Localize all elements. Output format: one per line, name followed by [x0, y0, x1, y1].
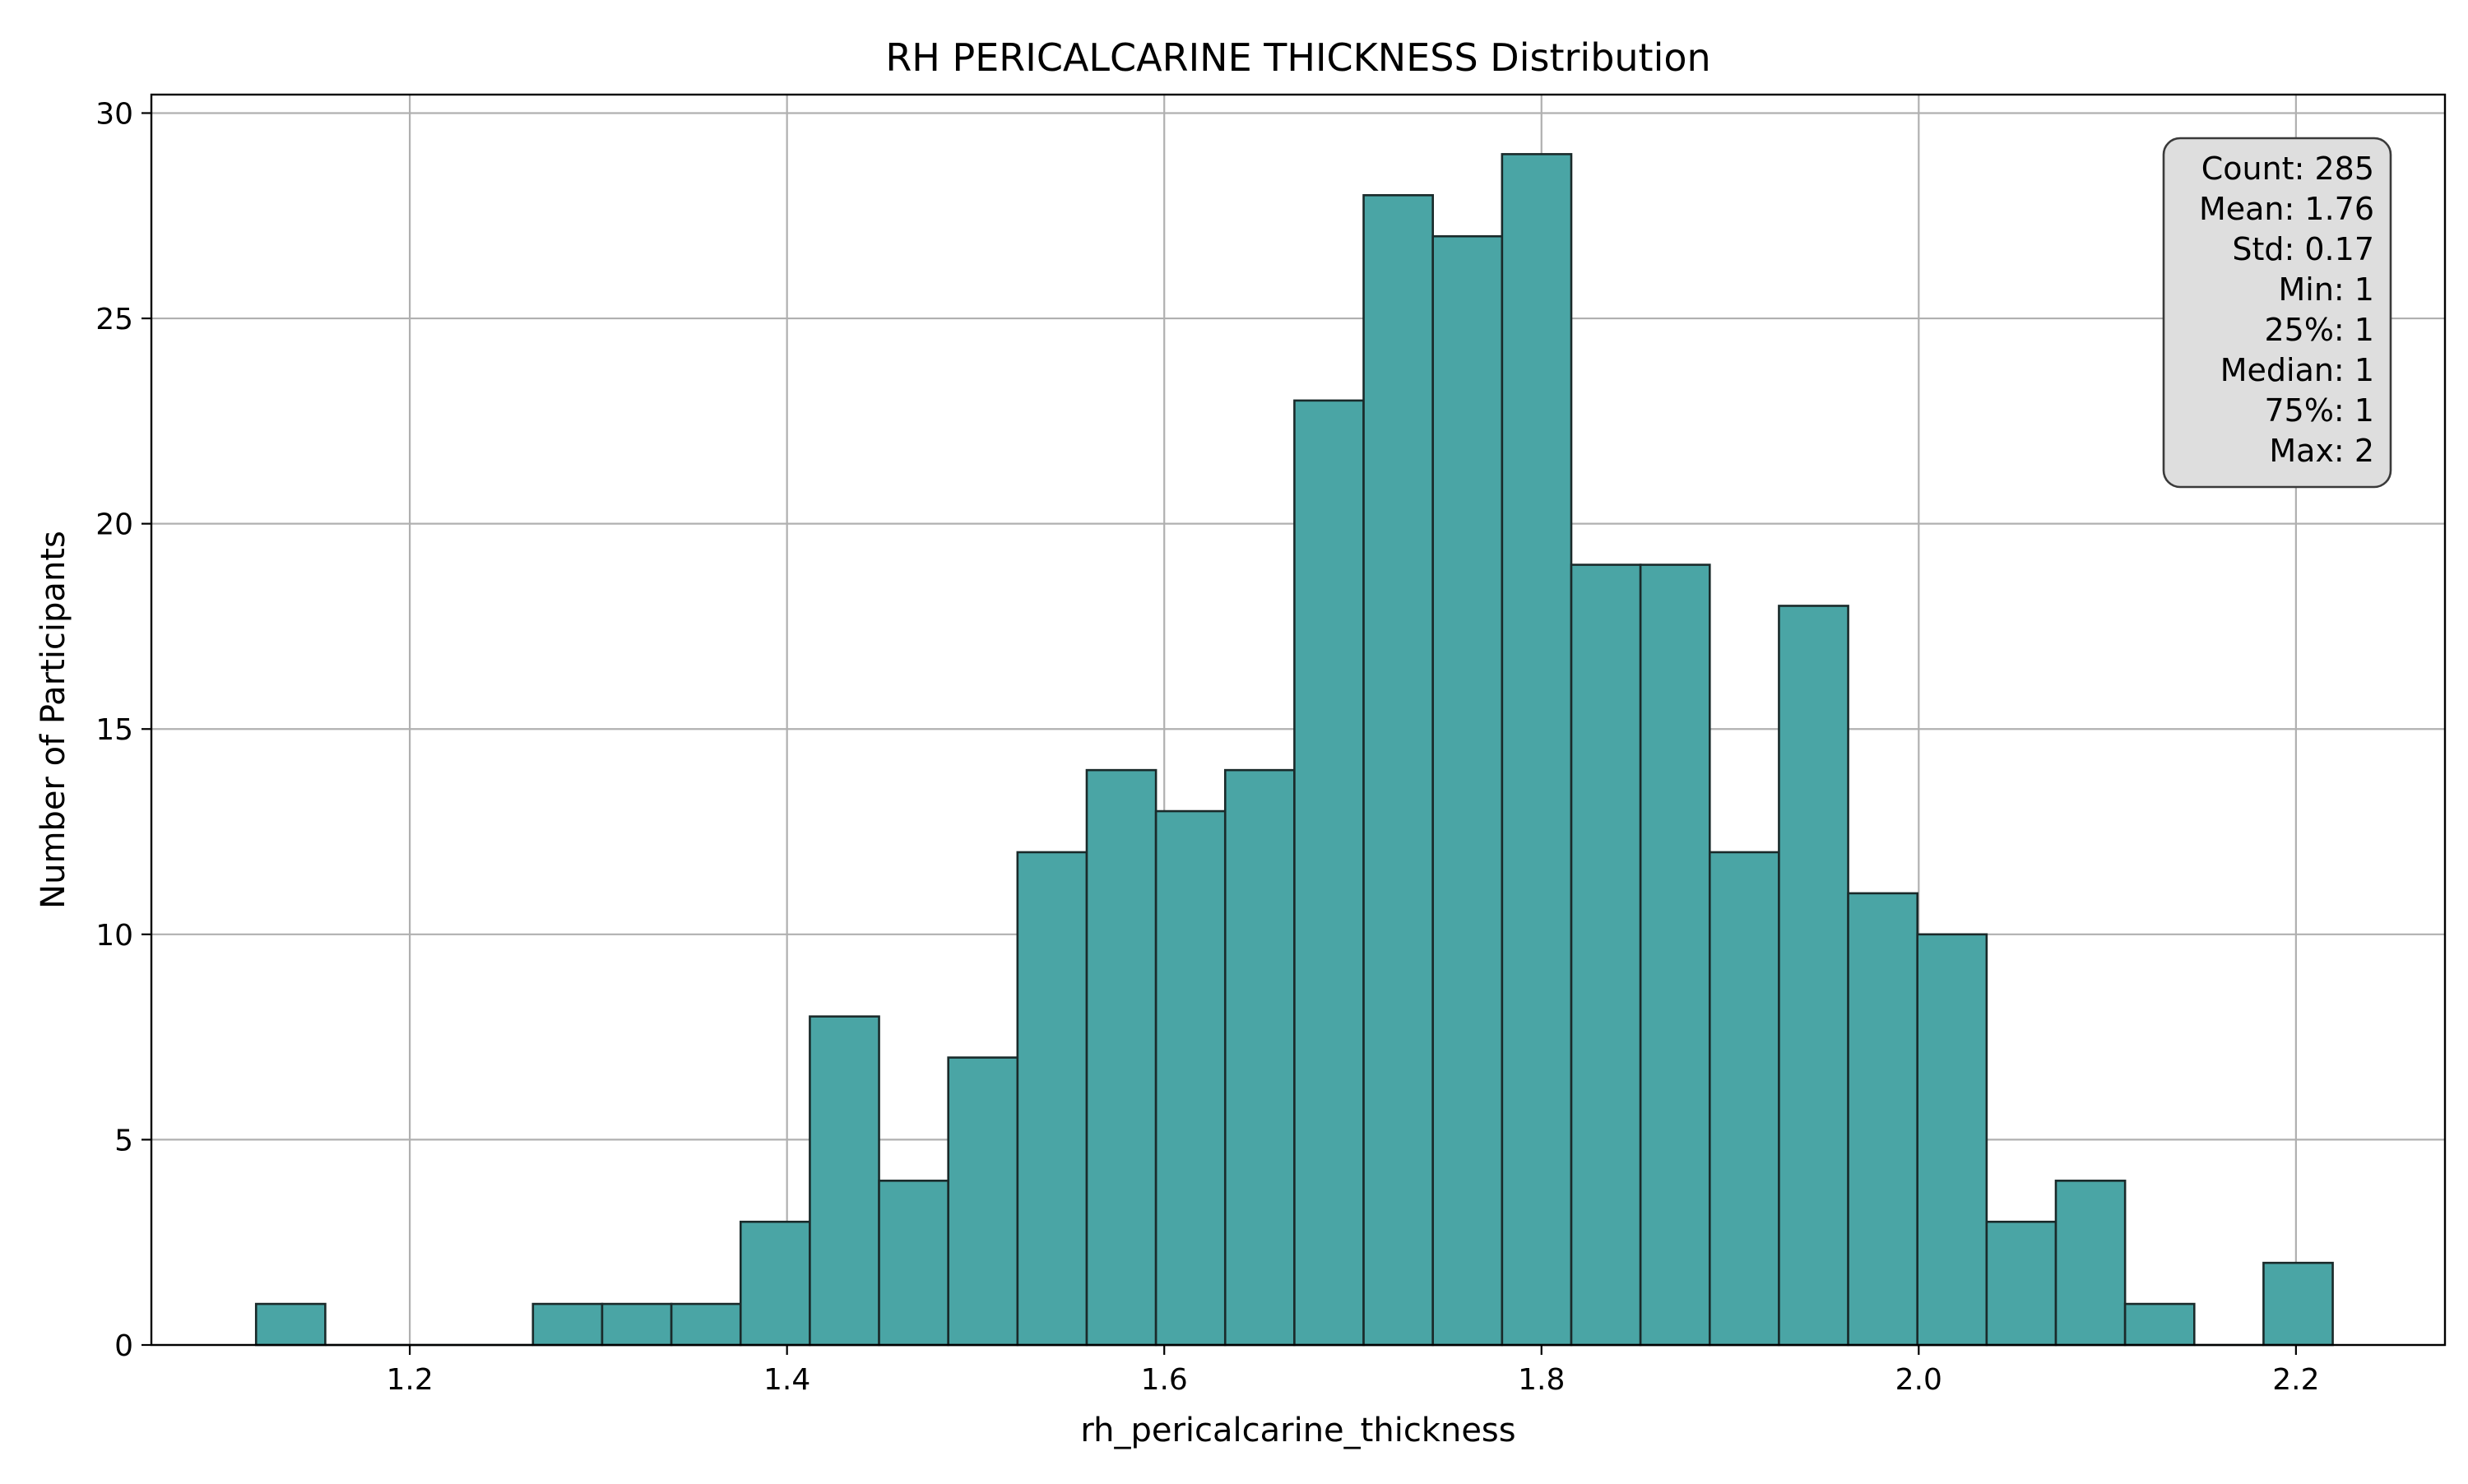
y-tick-label: 25 [95, 303, 133, 336]
histogram-bar [601, 1302, 673, 1347]
histogram-bar [1085, 768, 1157, 1347]
chart-title: RH PERICALCARINE THICKNESS Distribution [885, 35, 1710, 80]
x-tick-label: 2.2 [2272, 1363, 2319, 1397]
statistics-box: Count: 285 Mean: 1.76 Std: 0.17 Min: 1 25%: … [2162, 137, 2392, 489]
y-axis-ticks: 0 5 10 15 20 25 30 [95, 97, 151, 1363]
y-tick-label: 15 [95, 713, 133, 747]
plot-area-frame [150, 93, 2447, 1347]
histogram-bar [531, 1302, 604, 1347]
histogram-bar [1016, 851, 1088, 1347]
x-axis-label: rh_pericalcarine_thickness [1080, 1412, 1515, 1449]
y-tick-label: 30 [95, 97, 133, 131]
x-tick-label: 1.2 [386, 1363, 433, 1397]
histogram-bar [1501, 153, 1573, 1347]
histogram-bars [254, 153, 2334, 1347]
x-tick-label: 1.8 [1518, 1363, 1565, 1397]
histogram-bar [739, 1220, 811, 1347]
histogram-bar [254, 1302, 327, 1347]
statistics-line: Max: 2 [2269, 433, 2374, 469]
histogram-bar [2054, 1180, 2127, 1347]
histogram-bar [1847, 892, 1919, 1347]
y-axis-label: Number of Participants [35, 531, 72, 909]
statistics-line: 25%: 1 [2264, 312, 2374, 348]
histogram-bar [2123, 1302, 2196, 1347]
x-axis-ticks: 1.2 1.4 1.6 1.8 2.0 2.2 [386, 1345, 2320, 1397]
histogram-bar [1985, 1220, 2057, 1347]
statistics-line: Median: 1 [2220, 352, 2374, 388]
x-tick-label: 2.0 [1895, 1363, 1942, 1397]
statistics-line: Mean: 1.76 [2199, 191, 2374, 227]
y-tick-label: 20 [95, 508, 133, 542]
histogram-bar [1431, 234, 1504, 1347]
x-tick-label: 1.4 [763, 1363, 810, 1397]
y-tick-label: 10 [95, 919, 133, 953]
histogram-bar [947, 1056, 1019, 1347]
histogram-bar [809, 1015, 880, 1347]
histogram-bar [1293, 399, 1365, 1347]
statistics-line: 75%: 1 [2264, 392, 2374, 429]
histogram-bar [1778, 605, 1849, 1347]
histogram-bar [1570, 563, 1642, 1347]
histogram-bar [1708, 851, 1780, 1347]
histogram-bar [1154, 809, 1227, 1347]
histogram-bar [2262, 1261, 2334, 1347]
statistics-line: Std: 0.17 [2232, 231, 2374, 267]
statistics-line: Min: 1 [2279, 271, 2375, 308]
histogram-bar [1639, 563, 1711, 1347]
histogram-bar [878, 1180, 949, 1347]
histogram-bar [1223, 768, 1296, 1347]
histogram-bar [1362, 193, 1435, 1347]
x-tick-label: 1.6 [1141, 1363, 1188, 1397]
statistics-box-frame [2162, 137, 2392, 489]
y-tick-label: 0 [114, 1329, 133, 1363]
histogram-bar [1916, 933, 1988, 1347]
histogram-bar [670, 1302, 742, 1347]
y-tick-label: 5 [114, 1124, 133, 1157]
statistics-line: Count: 285 [2201, 151, 2374, 187]
